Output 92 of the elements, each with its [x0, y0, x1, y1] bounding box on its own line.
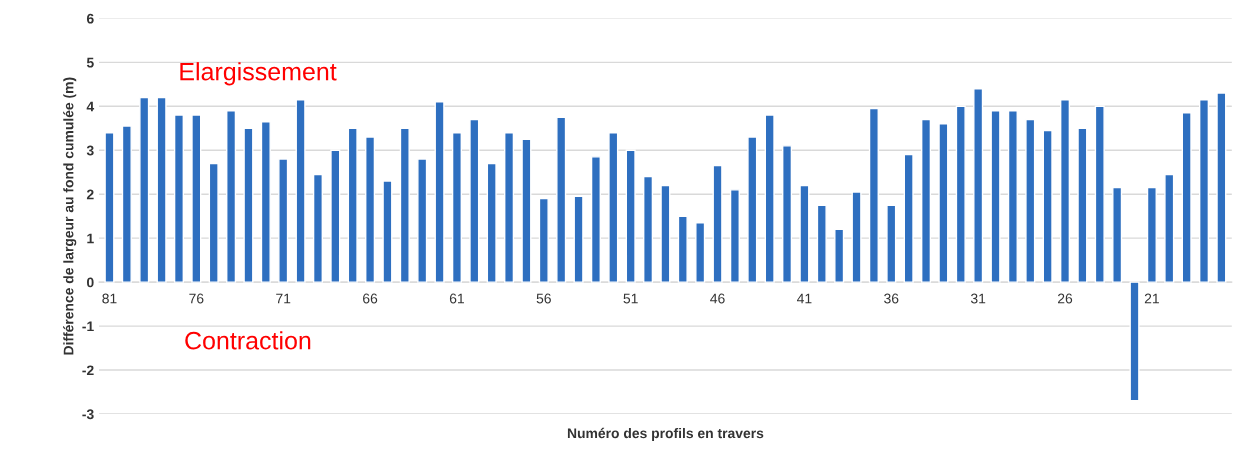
bar — [312, 173, 323, 283]
bar — [920, 118, 932, 283]
bar — [886, 204, 897, 283]
bar — [156, 96, 167, 283]
x-tick-label: 26 — [1058, 293, 1073, 304]
bar — [504, 131, 515, 283]
bar — [573, 195, 584, 283]
bar — [347, 127, 358, 283]
y-tick-label: 6 — [86, 13, 94, 24]
bar — [677, 215, 688, 283]
bar — [382, 180, 393, 283]
bar — [278, 158, 289, 283]
x-tick-label: 71 — [276, 293, 291, 304]
x-tick-label: 76 — [189, 293, 204, 304]
bar — [608, 131, 619, 283]
bar — [1216, 92, 1227, 283]
bar — [625, 149, 636, 283]
y-tick-label: 0 — [87, 277, 94, 288]
y-tick-label: 5 — [86, 57, 94, 68]
bar — [816, 204, 827, 283]
bar — [1042, 129, 1053, 283]
bar — [486, 162, 497, 283]
bar — [226, 110, 237, 283]
bar — [139, 96, 150, 283]
x-tick-label: 56 — [536, 293, 551, 304]
bar — [990, 110, 1001, 283]
bar — [764, 114, 775, 283]
bar — [417, 158, 428, 283]
bar — [469, 118, 480, 283]
bar — [1146, 186, 1157, 283]
bar — [243, 127, 254, 283]
bar — [1059, 99, 1071, 283]
bar — [538, 197, 549, 283]
bar — [1007, 110, 1018, 283]
y-tick-label: -1 — [82, 321, 94, 332]
bar — [173, 114, 184, 283]
y-tick-label: 4 — [86, 101, 95, 112]
x-tick-label: 31 — [970, 293, 986, 304]
bar — [747, 136, 758, 283]
y-axis-title: Différence de largeur au fond cumulée (m) — [63, 77, 77, 355]
bar — [955, 105, 966, 283]
annotation: Elargissement — [180, 62, 337, 86]
bar — [695, 222, 706, 283]
bar — [521, 138, 532, 283]
bar — [1198, 99, 1210, 283]
bar — [1164, 173, 1175, 283]
bar — [191, 114, 202, 283]
x-tick-label: 41 — [797, 293, 812, 304]
y-tick-label: -2 — [82, 365, 94, 376]
bar — [729, 189, 740, 283]
bar — [903, 153, 914, 283]
bar — [590, 156, 601, 283]
bar — [782, 145, 793, 283]
bar — [938, 123, 949, 283]
x-tick-label: 36 — [884, 293, 899, 304]
bar — [712, 164, 723, 283]
bar — [295, 99, 306, 283]
bar — [1094, 105, 1105, 283]
annotation: Contraction — [185, 331, 311, 350]
bar — [365, 136, 376, 283]
bar — [451, 131, 462, 283]
x-tick-label: 81 — [102, 293, 117, 304]
bar — [208, 162, 219, 283]
x-tick-label: 46 — [710, 293, 725, 304]
bar — [556, 116, 567, 283]
x-tick-label: 51 — [623, 293, 638, 304]
y-tick-label: 1 — [87, 233, 94, 244]
bar — [1112, 186, 1123, 283]
bar — [1181, 112, 1192, 283]
bar — [260, 121, 271, 283]
y-tick-label: 2 — [86, 189, 94, 200]
x-tick-label: 66 — [363, 293, 378, 304]
bar — [834, 228, 845, 283]
bar — [104, 131, 115, 283]
bar — [434, 101, 445, 283]
bar — [660, 184, 671, 283]
bar — [399, 127, 410, 283]
bar — [643, 175, 654, 283]
bar — [330, 149, 341, 283]
bar — [973, 88, 984, 283]
bar — [121, 125, 132, 283]
x-axis-title: Numéro des profils en travers — [567, 427, 764, 441]
bar — [1025, 118, 1036, 283]
bar — [1077, 127, 1088, 283]
y-tick-label: 3 — [86, 145, 94, 156]
bar — [851, 191, 862, 283]
bar — [799, 184, 810, 283]
bar — [868, 107, 879, 283]
x-tick-label: 61 — [449, 293, 464, 304]
bar — [1129, 281, 1140, 402]
x-tick-label: 21 — [1144, 293, 1159, 304]
y-tick-label: -3 — [82, 409, 94, 420]
